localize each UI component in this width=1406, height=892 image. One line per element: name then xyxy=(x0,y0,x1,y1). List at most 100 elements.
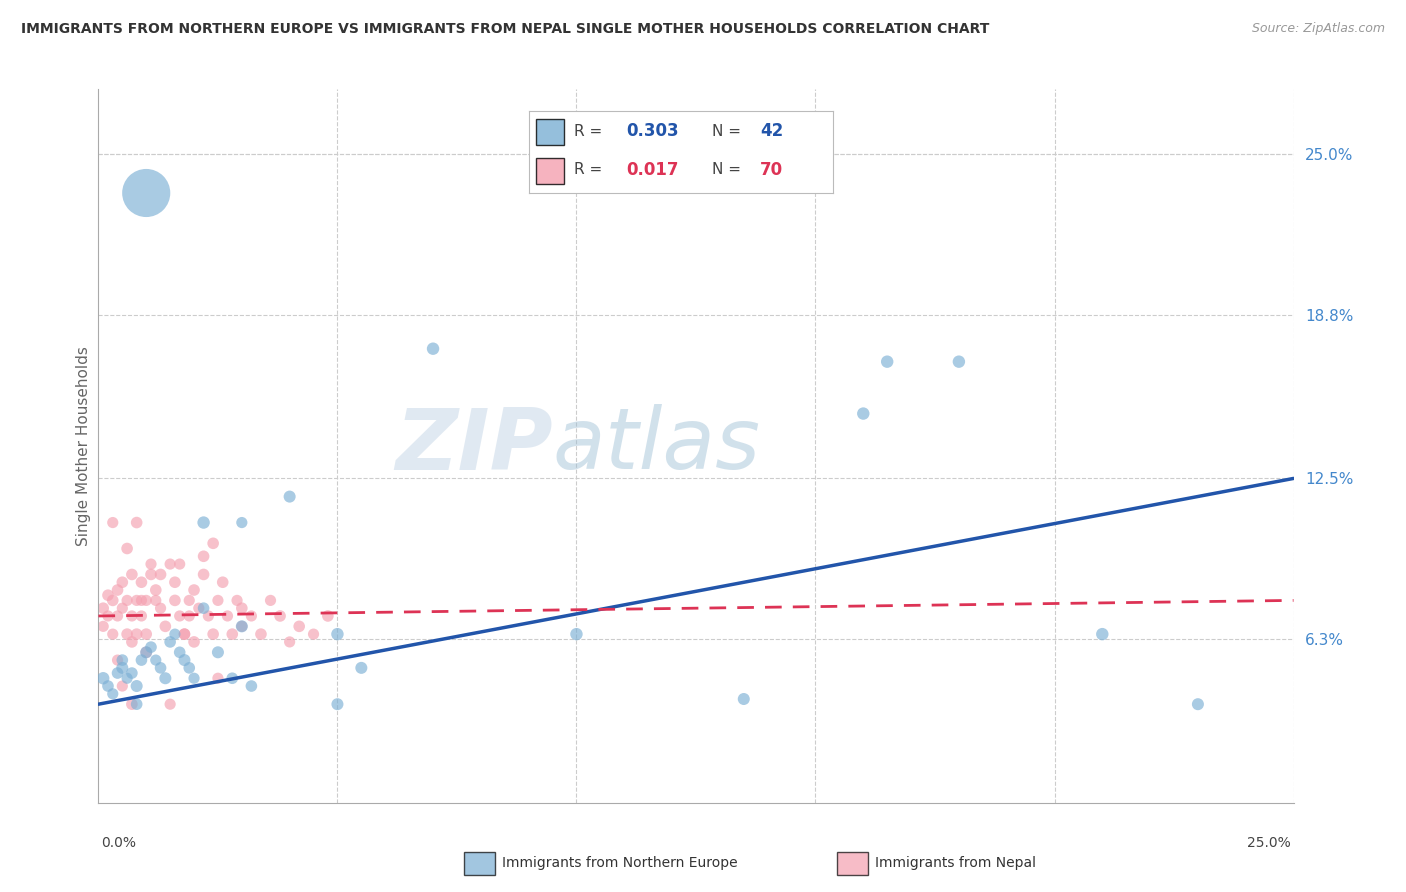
Point xyxy=(179,609,201,624)
Point xyxy=(169,645,191,659)
Point xyxy=(111,653,134,667)
Point xyxy=(207,671,229,685)
Point xyxy=(125,593,148,607)
Point xyxy=(187,601,209,615)
Point xyxy=(179,593,201,607)
Point xyxy=(565,627,588,641)
Point xyxy=(101,593,124,607)
Point xyxy=(288,619,311,633)
Point xyxy=(135,627,157,641)
Point xyxy=(121,635,143,649)
Point xyxy=(193,549,215,564)
Point xyxy=(202,627,225,641)
Point xyxy=(259,593,281,607)
Point xyxy=(278,490,301,504)
Point xyxy=(149,601,172,615)
Point xyxy=(159,557,181,571)
Point xyxy=(145,593,167,607)
Point xyxy=(278,635,301,649)
Point xyxy=(193,567,215,582)
Point xyxy=(350,661,373,675)
Point xyxy=(125,697,148,711)
Point xyxy=(111,661,134,675)
Point xyxy=(135,593,157,607)
Point xyxy=(193,516,215,530)
Point xyxy=(948,354,970,368)
Point xyxy=(852,407,875,421)
Point xyxy=(111,575,134,590)
Point xyxy=(269,609,291,624)
Point xyxy=(131,575,153,590)
Point xyxy=(202,536,225,550)
Point xyxy=(145,653,167,667)
Point xyxy=(139,640,162,654)
Point xyxy=(115,627,138,641)
Point xyxy=(149,661,172,675)
Point xyxy=(91,601,114,615)
Point xyxy=(211,575,233,590)
Point xyxy=(125,516,148,530)
Text: atlas: atlas xyxy=(553,404,761,488)
Text: ZIP: ZIP xyxy=(395,404,553,488)
Point xyxy=(179,661,201,675)
Point xyxy=(111,601,134,615)
Point xyxy=(91,671,114,685)
Point xyxy=(139,567,162,582)
Point xyxy=(207,645,229,659)
Point xyxy=(163,593,186,607)
Text: 0.0%: 0.0% xyxy=(101,836,136,850)
Point xyxy=(197,609,219,624)
Point xyxy=(101,627,124,641)
Point xyxy=(107,653,129,667)
Point xyxy=(115,671,138,685)
Point xyxy=(107,582,129,597)
Point xyxy=(183,582,205,597)
Point xyxy=(131,653,153,667)
Point xyxy=(101,516,124,530)
Point xyxy=(107,666,129,681)
Point xyxy=(163,575,186,590)
Point xyxy=(121,666,143,681)
Point xyxy=(107,609,129,624)
Point xyxy=(1187,697,1209,711)
Text: Immigrants from Nepal: Immigrants from Nepal xyxy=(875,856,1036,871)
Point xyxy=(125,679,148,693)
Point xyxy=(240,609,263,624)
Point xyxy=(173,627,195,641)
Point xyxy=(97,609,120,624)
Text: 25.0%: 25.0% xyxy=(1247,836,1291,850)
Point xyxy=(91,619,114,633)
Point xyxy=(226,593,249,607)
Point xyxy=(422,342,444,356)
Point xyxy=(131,593,153,607)
Point xyxy=(121,609,143,624)
Point xyxy=(231,619,253,633)
Point xyxy=(115,541,138,556)
Text: Immigrants from Northern Europe: Immigrants from Northern Europe xyxy=(502,856,738,871)
Point xyxy=(240,679,263,693)
Point xyxy=(125,627,148,641)
Point xyxy=(221,671,243,685)
Point xyxy=(111,679,134,693)
Point xyxy=(115,593,138,607)
Point xyxy=(139,557,162,571)
Point xyxy=(145,582,167,597)
Point xyxy=(131,609,153,624)
Point xyxy=(1091,627,1114,641)
Point xyxy=(326,697,349,711)
Point xyxy=(101,687,124,701)
Y-axis label: Single Mother Households: Single Mother Households xyxy=(76,346,91,546)
Point xyxy=(193,601,215,615)
Point xyxy=(316,609,339,624)
Point xyxy=(159,697,181,711)
Text: Source: ZipAtlas.com: Source: ZipAtlas.com xyxy=(1251,22,1385,36)
Point xyxy=(163,627,186,641)
Point xyxy=(135,645,157,659)
Point xyxy=(169,609,191,624)
Point xyxy=(250,627,273,641)
Point xyxy=(183,635,205,649)
Point xyxy=(173,627,195,641)
Point xyxy=(207,593,229,607)
Point xyxy=(302,627,325,641)
Point xyxy=(121,567,143,582)
